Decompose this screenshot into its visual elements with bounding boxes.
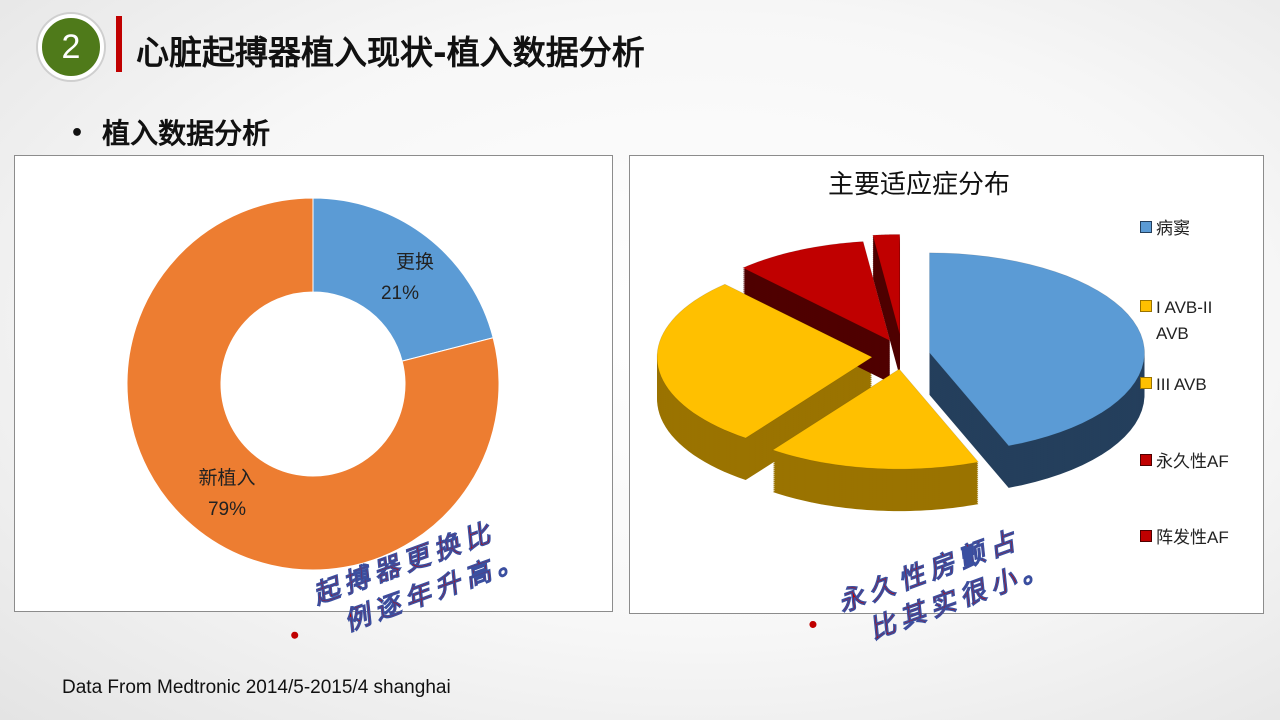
donut-slice <box>312 197 494 362</box>
bullet: • <box>70 121 85 146</box>
pie-slice <box>656 283 873 439</box>
pie-slice <box>872 234 901 335</box>
subtitle: • 植入数据分析 <box>70 112 270 152</box>
donut-slice <box>126 197 500 571</box>
page-title: 心脏起搏器植入现状-植入数据分析 <box>136 33 645 72</box>
legend-label: I AVB-II AVB <box>1156 295 1212 347</box>
pie-slice <box>742 241 891 342</box>
data-label-value: 79% <box>208 499 246 520</box>
bullet: • <box>802 609 829 639</box>
pie-slice <box>929 252 1145 447</box>
data-label-category: 更换 <box>396 251 434 273</box>
legend-label-line: 阵发性AF <box>1156 528 1229 547</box>
legend-label-line: 永久性AF <box>1156 452 1229 471</box>
data-label-category: 新植入 <box>198 467 255 489</box>
legend-label: 永久性AF <box>1156 449 1229 475</box>
legend-swatch <box>1140 454 1152 466</box>
pie-chart-panel: 主要适应症分布 <box>629 155 1264 614</box>
data-source: Data From Medtronic 2014/5-2015/4 shangh… <box>62 677 451 698</box>
legend-label-line: 病窦 <box>1156 219 1190 238</box>
donut-chart-panel: 更换 21% 新植入 79% <box>14 155 613 612</box>
legend-label-line: AVB <box>1156 324 1189 343</box>
legend-label-line: III AVB <box>1156 375 1207 394</box>
legend-swatch <box>1140 300 1152 312</box>
legend-label-line: I AVB-II <box>1156 298 1213 317</box>
3d-pie-chart: 主要适应症分布 <box>656 170 1145 512</box>
subtitle-text: 植入数据分析 <box>102 117 271 150</box>
section-number-badge: 2 <box>38 14 104 80</box>
legend-swatch <box>1140 377 1152 389</box>
chart-title: 主要适应症分布 <box>828 170 1010 200</box>
title-accent-bar <box>116 16 122 72</box>
legend-label: III AVB <box>1156 372 1207 398</box>
legend-label: 阵发性AF <box>1156 525 1229 551</box>
pie-slice <box>772 368 979 470</box>
legend-swatch <box>1140 221 1152 233</box>
donut-chart: 更换 21% 新植入 79% <box>126 197 500 571</box>
data-label-value: 21% <box>381 283 419 304</box>
legend-swatch <box>1140 530 1152 542</box>
legend-label: 病窦 <box>1156 216 1190 242</box>
bullet: • <box>284 620 311 650</box>
pie-slices <box>656 234 1145 512</box>
